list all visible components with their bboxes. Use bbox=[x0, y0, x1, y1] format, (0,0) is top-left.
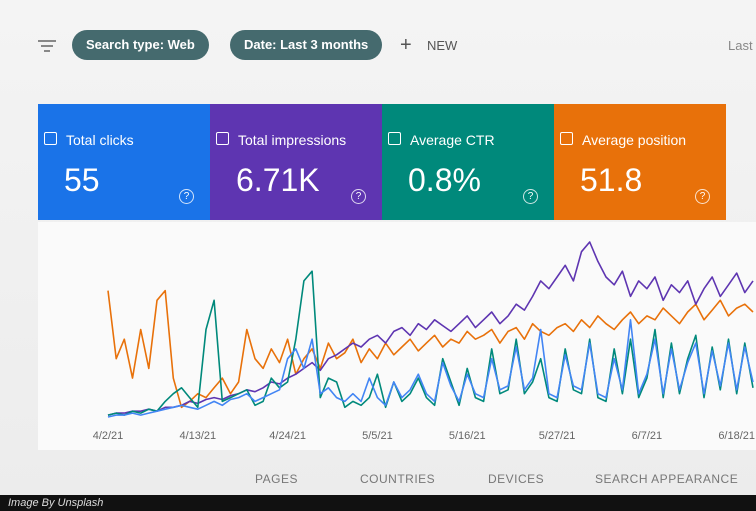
new-button[interactable]: NEW bbox=[427, 38, 458, 53]
checkbox bbox=[388, 132, 401, 145]
series-line bbox=[107, 319, 754, 418]
chart: 4/2/21 4/13/21 4/24/21 5/5/21 5/16/21 5/27/21… bbox=[93, 241, 755, 442]
card-label: Average CTR bbox=[410, 132, 495, 148]
series-line bbox=[107, 289, 754, 409]
help-icon: ? bbox=[695, 189, 710, 204]
card-label: Total impressions bbox=[238, 132, 347, 148]
x-tick-label: 6/18/21 bbox=[718, 430, 755, 442]
x-tick-label: 5/27/21 bbox=[539, 430, 576, 442]
metric-card[interactable]: Average CTR 0.8%? bbox=[382, 104, 554, 220]
chip[interactable]: Date: Last 3 months bbox=[230, 30, 383, 60]
x-tick-label: 5/5/21 bbox=[362, 430, 393, 442]
caption: Image By Unsplash bbox=[0, 495, 756, 511]
tab[interactable]: SEARCH APPEARANCE bbox=[595, 472, 739, 486]
x-tick-label: 6/7/21 bbox=[632, 430, 663, 442]
card-label: Total clicks bbox=[66, 132, 134, 148]
checkbox bbox=[216, 132, 229, 145]
tab[interactable]: DEVICES bbox=[488, 472, 545, 486]
date-range-text: Last bbox=[728, 38, 753, 53]
series-line bbox=[107, 270, 754, 416]
series-line bbox=[107, 241, 754, 416]
tab[interactable]: COUNTRIES bbox=[360, 472, 436, 486]
x-tick-label: 4/2/21 bbox=[93, 430, 124, 442]
card-value: 51.8 bbox=[580, 162, 643, 198]
checkbox bbox=[560, 132, 573, 145]
card-value: 0.8% bbox=[408, 162, 481, 198]
card-label: Average position bbox=[582, 132, 687, 148]
card-value: 55 bbox=[64, 162, 100, 198]
chip[interactable]: Search type: Web bbox=[72, 30, 209, 60]
filter-icon[interactable] bbox=[36, 38, 58, 54]
metric-card[interactable]: Total clicks 55? bbox=[38, 104, 210, 220]
metric-card[interactable]: Total impressions 6.71K? bbox=[210, 104, 382, 220]
help-icon: ? bbox=[523, 189, 538, 204]
x-tick-label: 4/24/21 bbox=[269, 430, 306, 442]
chart-panel: 4/2/21 4/13/21 4/24/21 5/5/21 5/16/21 5/27/21… bbox=[38, 222, 756, 450]
help-icon: ? bbox=[351, 189, 366, 204]
card-value: 6.71K bbox=[236, 162, 320, 198]
tab[interactable]: PAGES bbox=[255, 472, 298, 486]
x-tick-label: 5/16/21 bbox=[449, 430, 486, 442]
metric-card[interactable]: Average position 51.8? bbox=[554, 104, 726, 220]
checkbox bbox=[44, 132, 57, 145]
x-tick-label: 4/13/21 bbox=[179, 430, 216, 442]
plus-icon: + bbox=[400, 34, 412, 56]
help-icon: ? bbox=[179, 189, 194, 204]
